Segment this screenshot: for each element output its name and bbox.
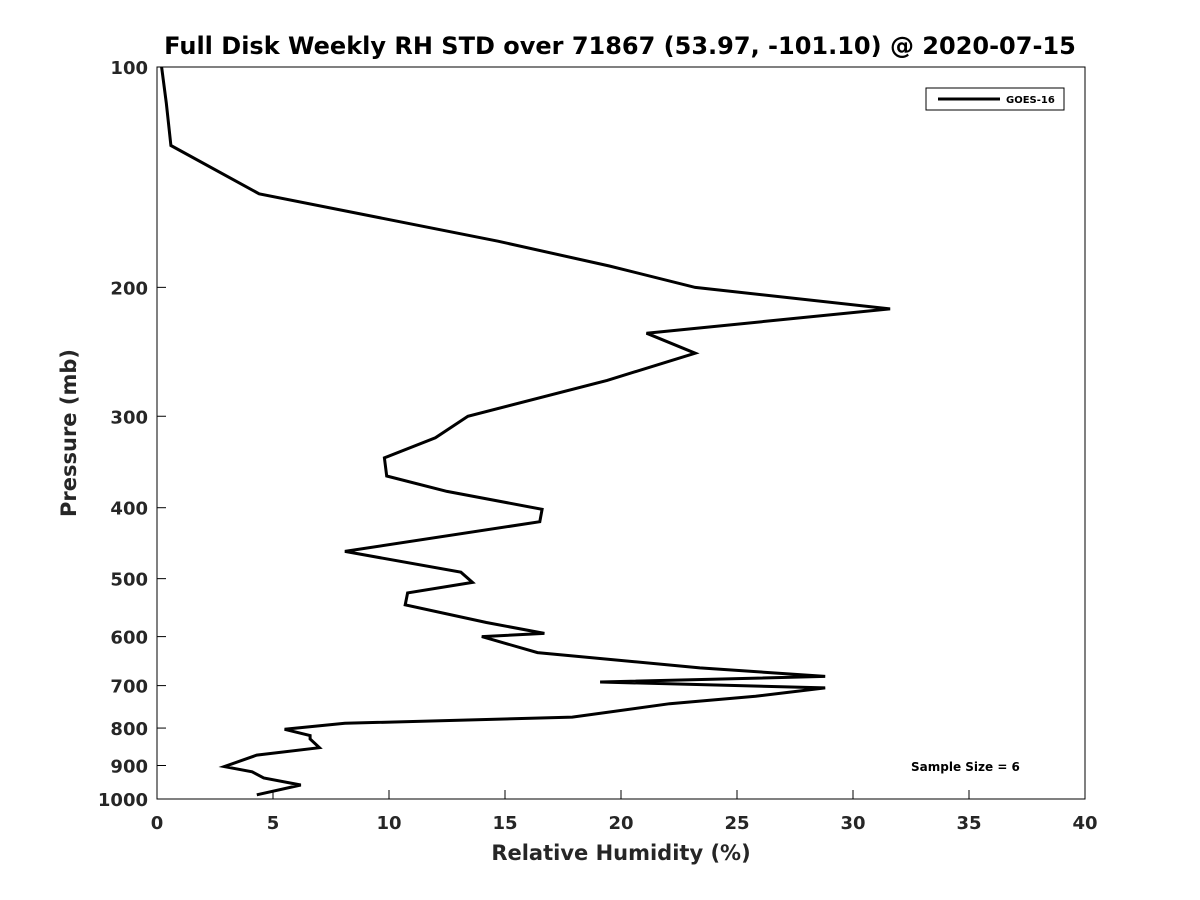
y-tick-label: 500: [110, 570, 148, 591]
y-tick-label: 800: [110, 719, 148, 740]
y-axis: 100 200 300 400 500 600 700 800 900 1000: [98, 58, 166, 811]
x-tick-label: 40: [1072, 813, 1097, 834]
y-tick-label: 400: [110, 499, 148, 520]
legend: GOES-16: [925, 87, 1065, 111]
y-tick-label: 200: [110, 278, 148, 299]
x-tick-label: 30: [840, 813, 865, 834]
sample-size-annotation: Sample Size = 6: [911, 760, 1020, 774]
series-line-goes-16: [160, 66, 891, 797]
x-tick-label: 10: [376, 813, 401, 834]
x-tick-label: 35: [956, 813, 981, 834]
y-tick-label: 1000: [98, 790, 148, 811]
x-tick-label: 25: [724, 813, 749, 834]
y-tick-label: 700: [110, 677, 148, 698]
x-axis: 0 5 10 15 20 25 30 35 40: [151, 790, 1098, 834]
x-tick-label: 5: [267, 813, 280, 834]
series-layer: [160, 66, 891, 797]
y-tick-label: 600: [110, 628, 148, 649]
x-tick-label: 0: [151, 813, 164, 834]
legend-label-goes-16: GOES-16: [1006, 95, 1055, 106]
chart-title: Full Disk Weekly RH STD over 71867 (53.9…: [164, 32, 1076, 60]
y-axis-label: Pressure (mb): [57, 349, 81, 517]
x-tick-label: 20: [608, 813, 633, 834]
x-axis-label: Relative Humidity (%): [491, 841, 750, 865]
x-tick-label: 15: [492, 813, 517, 834]
y-tick-label: 900: [110, 757, 148, 778]
y-tick-label: 100: [110, 58, 148, 79]
y-tick-label: 300: [110, 407, 148, 428]
